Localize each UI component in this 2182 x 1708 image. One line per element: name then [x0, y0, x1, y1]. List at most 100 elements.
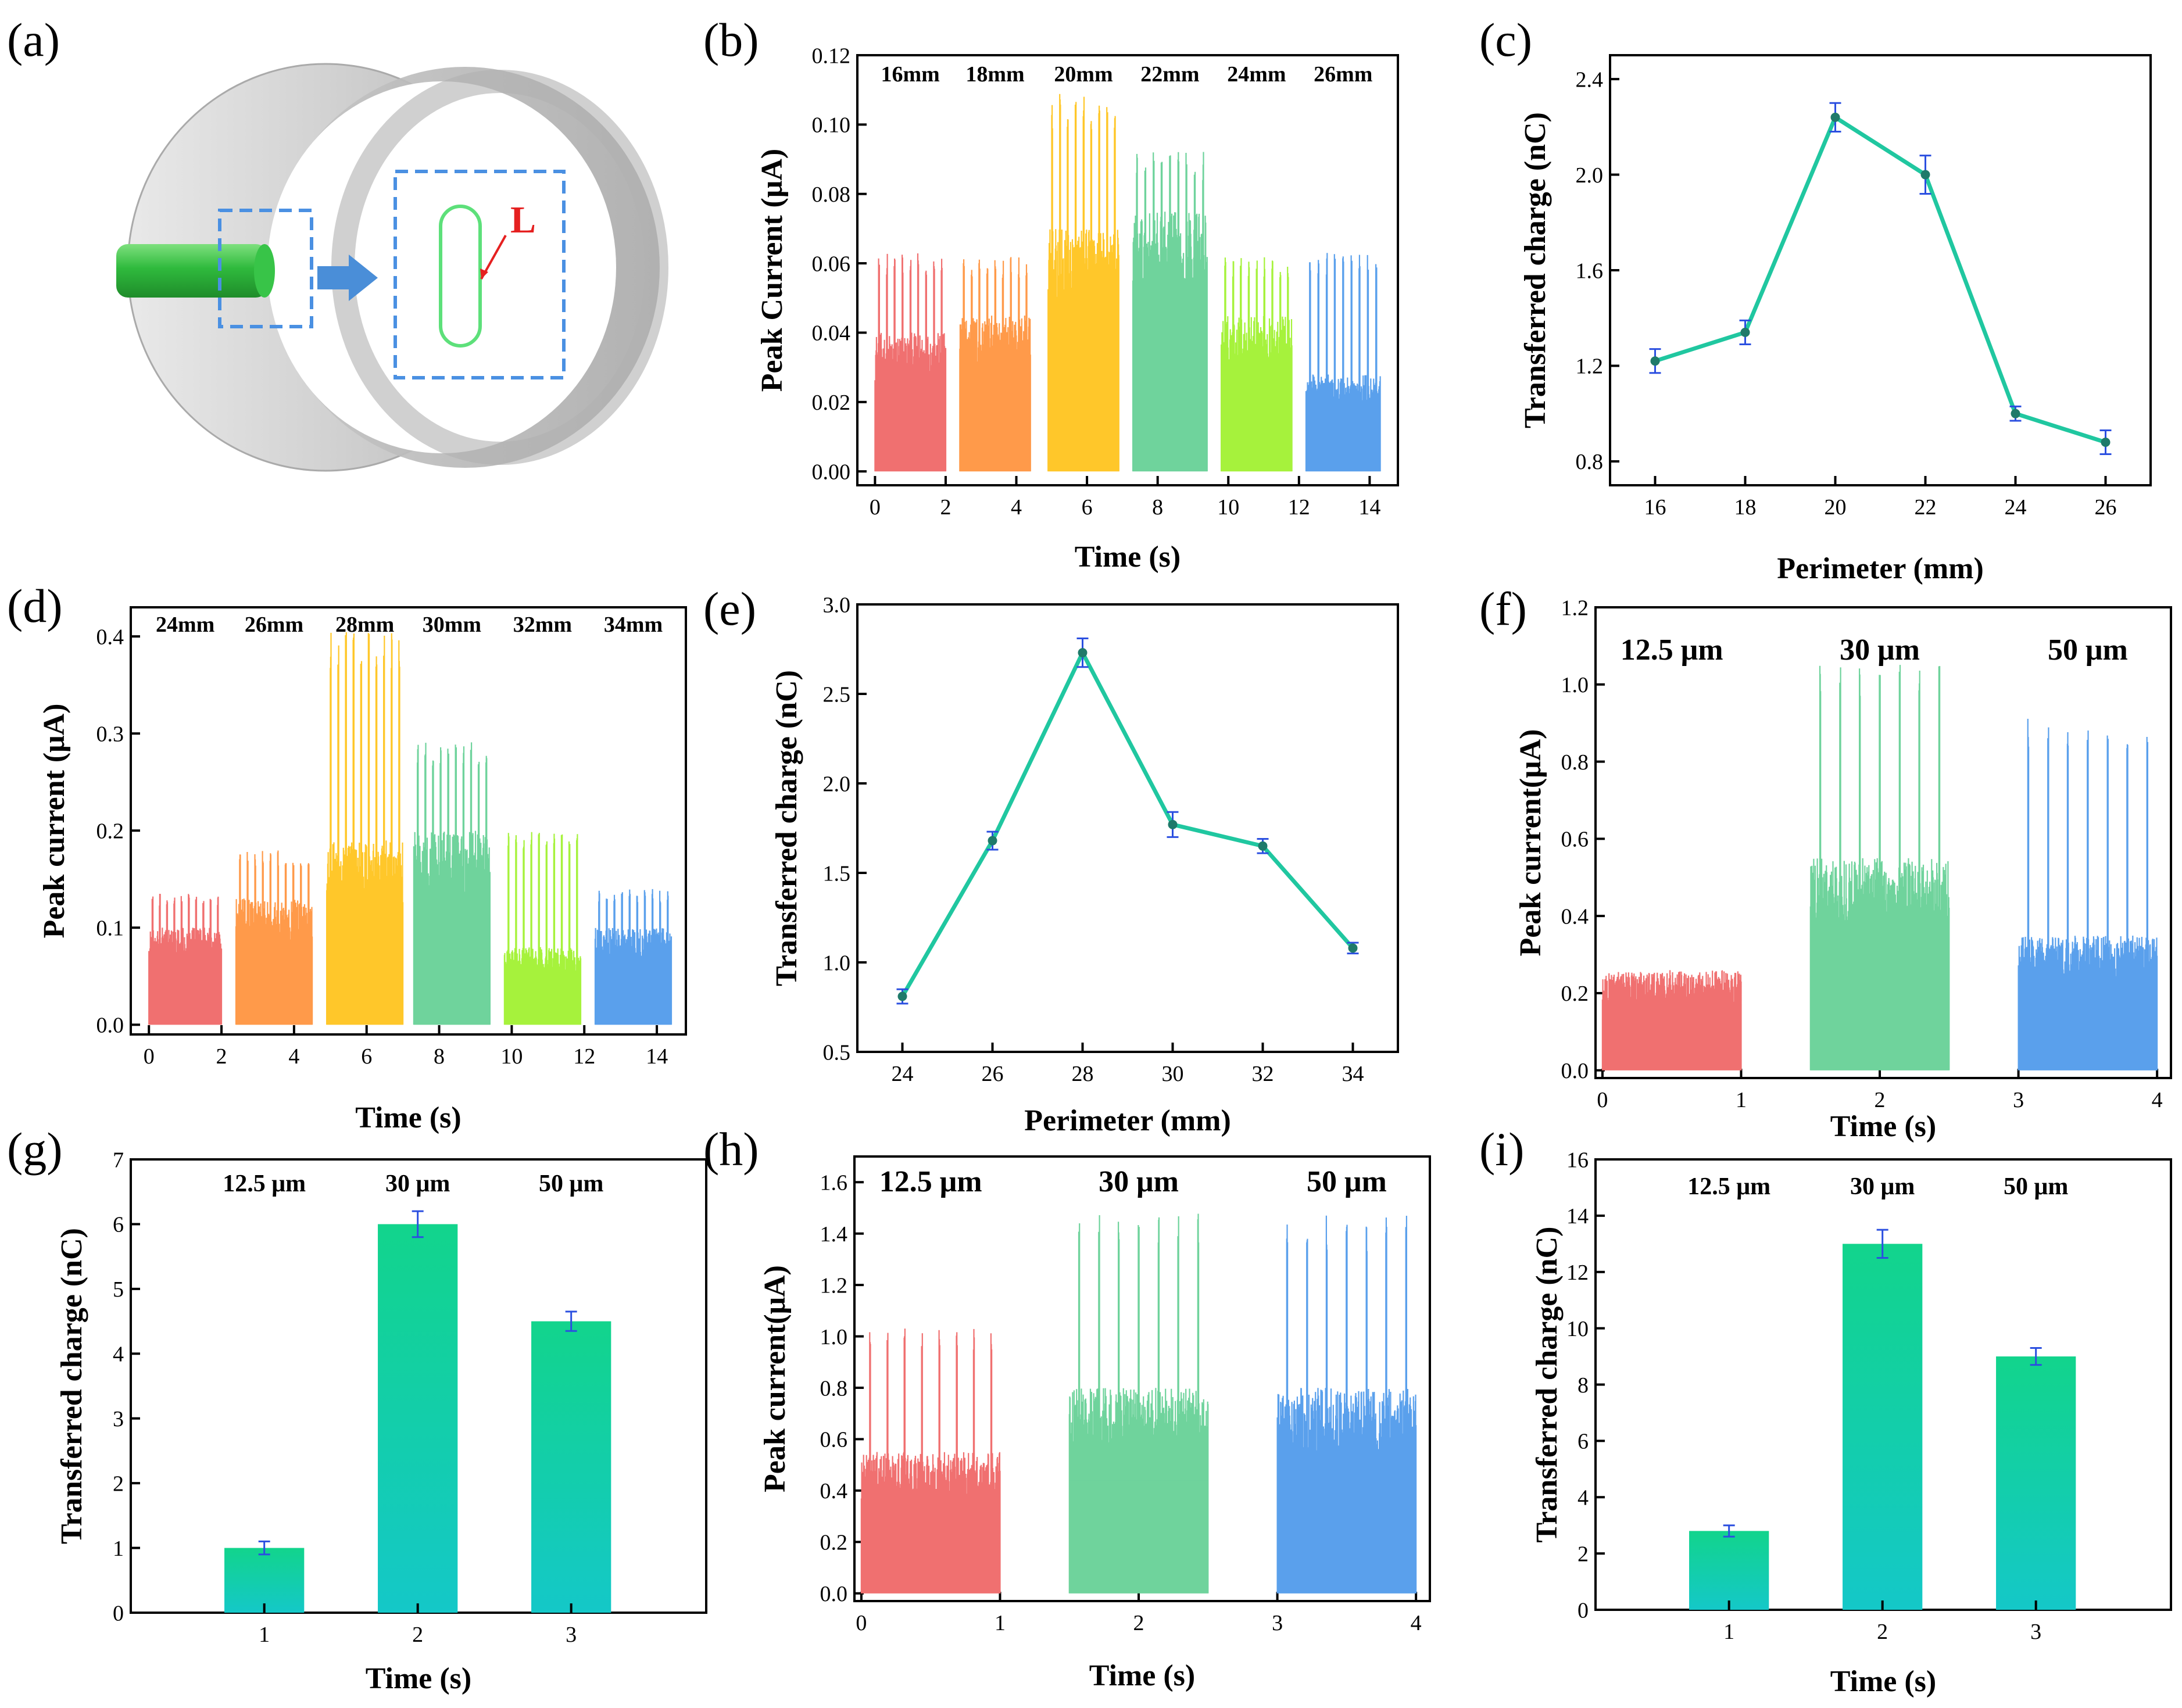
bar-label: 12.5 μm	[223, 1170, 306, 1197]
y-tick-label: 0.2	[96, 819, 124, 844]
data-point	[2101, 438, 2111, 447]
data-point	[1830, 112, 1840, 122]
y-tick-label: 0.04	[812, 321, 851, 346]
x-tick-label: 10	[1217, 495, 1239, 520]
x-tick-label: 2	[1877, 1620, 1888, 1644]
y-tick-label: 4	[1578, 1486, 1589, 1510]
y-axis-label: Peak current (μA)	[38, 704, 71, 939]
panel-label-h: (h)	[703, 1123, 759, 1176]
y-tick-label: 1.5	[823, 861, 851, 886]
trace-fill	[1221, 385, 1292, 472]
y-axis-label: Transferred charge (nC)	[770, 670, 803, 986]
y-axis-label: Peak Current (μA)	[756, 149, 789, 392]
trace-fill	[327, 923, 403, 1025]
segment-label: 50 μm	[1307, 1165, 1387, 1198]
x-tick-label: 3	[566, 1623, 577, 1647]
panel-label-f: (f)	[1479, 582, 1527, 635]
x-tick-label: 14	[646, 1044, 668, 1069]
data-point	[1920, 170, 1930, 180]
x-tick-label: 1	[1723, 1620, 1734, 1644]
panel-label-i: (i)	[1479, 1123, 1524, 1176]
segment-label: 18mm	[965, 62, 1024, 87]
y-tick-label: 0.02	[812, 391, 851, 415]
y-tick-label: 3	[113, 1407, 124, 1431]
x-axis-label: Time (s)	[1075, 540, 1181, 574]
x-tick-label: 26	[2095, 495, 2117, 520]
data-point	[1348, 943, 1358, 953]
x-tick-label: 6	[1082, 495, 1093, 520]
bar-label: 30 μm	[1850, 1173, 1915, 1200]
y-tick-label: 2.0	[1576, 163, 1604, 188]
trace-fill	[861, 1515, 1000, 1594]
panel-label-c: (c)	[1479, 13, 1532, 66]
data-point	[988, 836, 997, 846]
x-tick-label: 24	[892, 1062, 914, 1086]
trace-fill	[1048, 338, 1119, 472]
bar	[1843, 1244, 1923, 1610]
y-tick-label: 2.4	[1576, 67, 1604, 92]
y-tick-label: 0.0	[820, 1582, 848, 1606]
bar	[1996, 1356, 2076, 1610]
panel-b-chart: (b) 0.00 0.02 0.04 0.06 0.08 0.10 0.12 0 2 4 6 8 10 12…	[703, 13, 1399, 574]
y-tick-label: 1.4	[820, 1222, 848, 1247]
x-axis-label: Time (s)	[1830, 1110, 1936, 1143]
trace-fill	[1133, 328, 1207, 472]
x-tick-label: 0	[1597, 1088, 1608, 1112]
panel-label-g: (g)	[7, 1123, 63, 1176]
segment-label: 12.5 μm	[1621, 633, 1723, 667]
y-tick-label: 16	[1566, 1148, 1589, 1172]
trace-fill	[149, 971, 222, 1025]
y-tick-label: 0.2	[1561, 982, 1589, 1006]
x-tick-label: 6	[361, 1044, 372, 1069]
y-tick-label: 12	[1566, 1261, 1589, 1285]
y-tick-label: 0.08	[812, 182, 851, 207]
trace-fill	[1069, 1480, 1208, 1594]
panel-f-chart: (f) 0.0 0.2 0.4 0.6 0.8 1.0 1.2 0 1 2 3 4 Time (s) Pea…	[1479, 582, 2172, 1143]
series-line	[900, 648, 1355, 998]
plot-frame	[856, 54, 1399, 486]
y-tick-label: 0	[1578, 1598, 1589, 1623]
schematic-label-l: L	[510, 199, 536, 241]
y-tick-label: 0.4	[96, 625, 124, 649]
bar	[531, 1321, 611, 1613]
y-tick-label: 1.2	[1576, 355, 1604, 379]
trace-fill	[1810, 953, 1950, 1070]
panel-a-schematic: (a) L	[7, 13, 668, 472]
plot-frame	[130, 606, 687, 1036]
y-axis-label: Transferred charge (nC)	[55, 1228, 88, 1544]
x-tick-label: 16	[1644, 495, 1666, 520]
y-tick-label: 0.10	[812, 113, 851, 138]
y-tick-label: 0.8	[1561, 750, 1589, 775]
x-tick-label: 14	[1358, 495, 1380, 520]
panel-c-chart: (c) 0.8 1.2 1.6 2.0 2.4 16 18 20 22 24 26 Perimeter …	[1479, 13, 2152, 585]
panel-label-a: (a)	[7, 13, 60, 66]
x-tick-label: 4	[1411, 1611, 1422, 1635]
y-tick-label: 6	[113, 1213, 124, 1237]
segment-label: 20mm	[1054, 62, 1113, 87]
x-tick-label: 3	[2030, 1620, 2041, 1644]
y-tick-label: 0.3	[96, 722, 124, 746]
segment-label: 16mm	[881, 62, 940, 87]
data-point	[1078, 648, 1088, 658]
segment-label: 26mm	[245, 613, 303, 637]
data-point	[1740, 327, 1750, 337]
panel-e-chart: (e) 0.5 1.0 1.5 2.0 2.5 3.0 24 26 28 30 32 34 Perimet…	[703, 582, 1399, 1137]
green-rod	[116, 244, 267, 298]
y-tick-label: 2	[1578, 1542, 1589, 1566]
y-tick-label: 2.0	[823, 772, 851, 796]
trace-fill	[875, 395, 946, 472]
panel-label-e: (e)	[703, 582, 756, 635]
trace-fill	[236, 955, 313, 1025]
y-tick-label: 0.2	[820, 1531, 848, 1555]
y-tick-label: 3.0	[823, 593, 851, 617]
plot-frame	[856, 603, 1399, 1053]
x-tick-label: 0	[144, 1044, 155, 1069]
series-line	[1654, 114, 2106, 445]
y-tick-label: 1.0	[823, 951, 851, 975]
x-tick-label: 1	[995, 1611, 1006, 1635]
y-tick-label: 0.0	[96, 1014, 124, 1038]
x-tick-label: 18	[1734, 495, 1757, 520]
trace-fill	[2018, 996, 2158, 1070]
rod-cross-section	[439, 205, 482, 348]
